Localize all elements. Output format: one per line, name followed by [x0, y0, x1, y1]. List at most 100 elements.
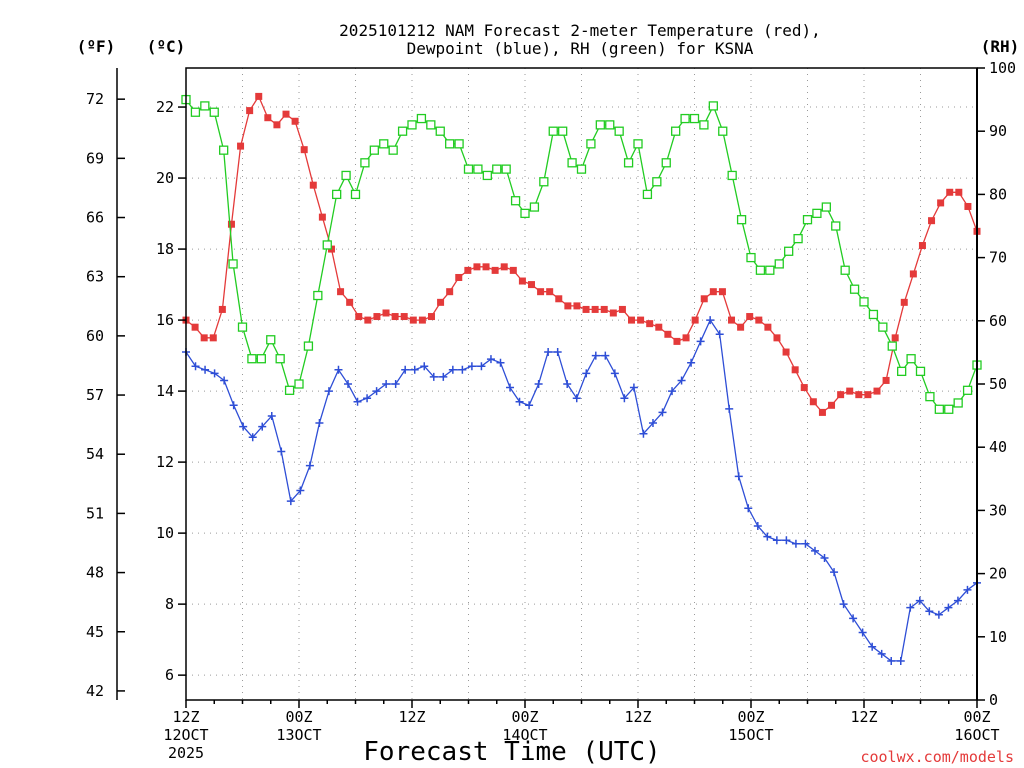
rh-point — [303, 341, 314, 351]
temperature-point — [482, 263, 490, 271]
temperature-point — [455, 273, 463, 281]
rh-point — [831, 221, 841, 231]
dewpoint-point — [677, 376, 686, 385]
fahrenheit-tick-label: 48 — [86, 564, 104, 582]
rh-tick-label: 0 — [989, 691, 998, 709]
dewpoint-point — [725, 404, 734, 413]
rh-point — [284, 385, 295, 395]
temperature-point — [800, 384, 808, 392]
temperature-point — [209, 334, 217, 342]
dewpoint-point — [239, 422, 248, 431]
temperature-point — [964, 202, 972, 210]
temperature-point — [773, 334, 781, 342]
temperature-point — [409, 316, 417, 324]
rh-tick-label: 10 — [989, 628, 1007, 646]
rh-point — [812, 208, 822, 219]
dewpoint-point — [401, 365, 410, 374]
rh-point — [388, 145, 398, 155]
rh-tick-label: 20 — [989, 565, 1007, 583]
temperature-point — [391, 313, 399, 321]
temperature-point — [500, 263, 508, 271]
temperature-point — [473, 263, 481, 271]
celsius-tick-label: 8 — [165, 595, 174, 613]
rh-point — [492, 164, 502, 174]
dewpoint-point — [810, 546, 819, 555]
rh-point — [520, 208, 530, 219]
rh-point — [294, 379, 304, 389]
dewpoint-point — [687, 358, 696, 367]
dewpoint-point — [715, 330, 724, 339]
temperature-point — [873, 387, 881, 395]
temperature-point — [218, 305, 226, 313]
temperature-point — [518, 277, 526, 285]
x-tick-label: 14OCT — [502, 726, 547, 744]
dewpoint-point — [410, 365, 419, 374]
celsius-tick-label: 22 — [156, 98, 174, 116]
dewpoint-point — [420, 362, 429, 371]
dewpoint-point — [610, 369, 619, 378]
dewpoint-point — [324, 387, 333, 396]
rh-point — [793, 233, 803, 244]
fahrenheit-tick-label: 57 — [86, 386, 104, 404]
dewpoint-point — [877, 649, 886, 658]
rh-unit-label: (RH) — [981, 37, 1020, 56]
temperature-point — [718, 288, 726, 296]
x-tick-label: 2025 — [168, 744, 204, 762]
temperature-point — [537, 288, 545, 296]
temperature-point — [900, 298, 908, 306]
x-tick-label: 00Z — [285, 708, 312, 726]
dewpoint-point — [906, 603, 915, 612]
dewpoint-point — [896, 656, 905, 665]
rh-point — [454, 139, 464, 149]
rh-point — [699, 120, 709, 130]
celsius-tick-label: 6 — [165, 666, 174, 684]
temperature-point — [882, 376, 890, 384]
fahrenheit-tick-label: 69 — [86, 149, 104, 167]
rh-point — [426, 120, 436, 130]
rh-point — [614, 126, 624, 136]
rh-point — [473, 164, 483, 174]
dewpoint-point — [944, 603, 953, 612]
fahrenheit-tick-label: 72 — [86, 90, 104, 108]
rh-point — [623, 158, 634, 168]
temperature-point — [573, 302, 581, 310]
rh-point — [256, 354, 266, 364]
temperature-point — [527, 281, 535, 289]
temperature-point — [791, 366, 799, 374]
dewpoint-point — [934, 610, 943, 619]
temperature-point — [200, 334, 208, 342]
dewpoint-point — [515, 397, 524, 406]
celsius-tick-label: 14 — [156, 382, 174, 400]
rh-point — [397, 126, 408, 136]
temperature-point — [646, 320, 654, 328]
dewpoint-point — [572, 394, 581, 403]
temperature-point — [837, 391, 845, 399]
dewpoint-point — [553, 348, 562, 357]
temperature-point — [373, 313, 381, 321]
dewpoint-point — [506, 383, 515, 392]
temperature-point — [828, 401, 836, 409]
rh-point — [925, 391, 935, 402]
dewpoint-point — [629, 383, 638, 392]
x-tick-label: 00Z — [737, 708, 764, 726]
rh-point — [887, 341, 897, 351]
temperature-point — [937, 199, 945, 207]
rh-point — [605, 120, 615, 130]
rh-point — [416, 113, 427, 124]
temperature-point — [364, 316, 372, 324]
rh-tick-label: 70 — [989, 249, 1007, 267]
temperature-point — [355, 313, 363, 321]
rh-point — [219, 145, 229, 155]
dewpoint-point — [801, 539, 810, 548]
credit-label: coolwx.com/models — [860, 748, 1014, 766]
dewpoint-point — [429, 372, 438, 381]
dewpoint-point — [915, 596, 924, 605]
dewpoint-point — [372, 387, 381, 396]
rh-point — [539, 177, 549, 187]
dewpoint-point — [925, 607, 934, 616]
dewpoint-point — [887, 656, 896, 665]
fahrenheit-tick-label: 51 — [86, 504, 104, 522]
temperature-point — [564, 302, 572, 310]
rh-point — [567, 158, 577, 168]
